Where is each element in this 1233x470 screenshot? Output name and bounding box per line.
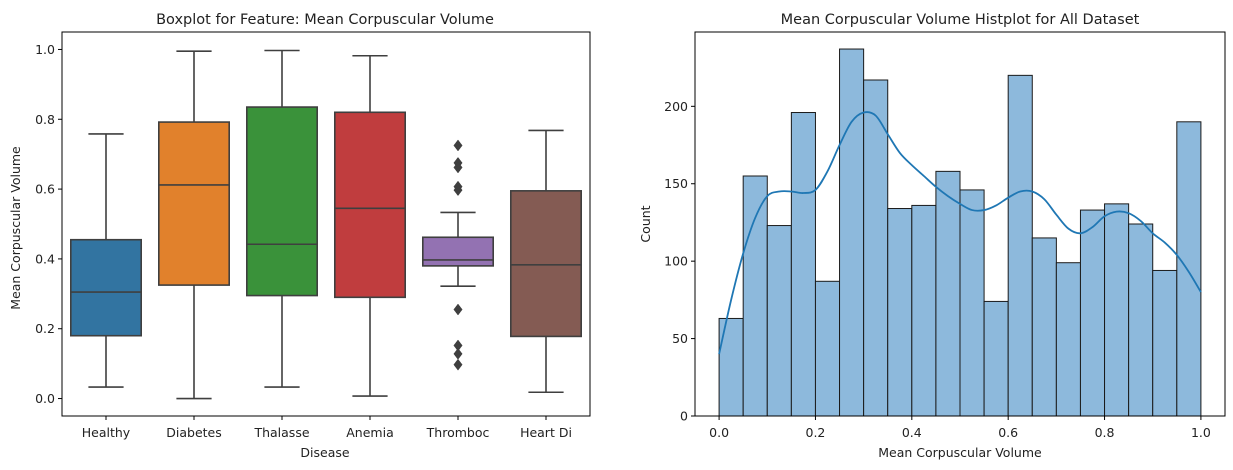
histogram-ytick-label-4: 200	[664, 99, 688, 114]
boxplot-ytick-label-2: 0.4	[35, 251, 55, 266]
boxplot-xtick-label-thalasse: Thalasse	[253, 425, 309, 440]
histogram-xtick-label-5: 1.0	[1191, 425, 1211, 440]
box-outlier-thromboc-7	[453, 347, 463, 360]
boxplot-xtick-label-heart-di: Heart Di	[520, 425, 572, 440]
histogram-ylabel-group: Count	[638, 205, 653, 242]
box-outlier-thromboc-8	[453, 358, 463, 371]
histogram-bar-3	[790, 112, 816, 417]
histogram-kde-line	[718, 111, 1202, 355]
histogram-bar-8	[911, 204, 937, 417]
boxplot-frame	[61, 31, 591, 417]
histogram-ytick-label-3: 150	[664, 176, 688, 191]
histogram-bar-7	[887, 208, 913, 417]
histogram-xtick-label-4: 0.8	[1095, 425, 1115, 440]
histogram-bar-17	[1128, 223, 1154, 417]
histogram-ytick-label-1: 50	[672, 331, 688, 346]
histogram-bar-19	[1176, 121, 1202, 417]
boxplot-xtick-label-diabetes: Diabetes	[166, 425, 222, 440]
boxplot-xtick-label-thromboc: Thromboc	[426, 425, 490, 440]
histogram-bar-5	[839, 48, 865, 417]
box-thromboc	[421, 236, 494, 267]
histogram-xtick-label-3: 0.6	[998, 425, 1018, 440]
box-anemia	[333, 111, 406, 299]
boxplot-ytick-label-5: 1.0	[35, 42, 55, 57]
histogram-bar-6	[863, 79, 889, 417]
histogram-xtick-label-2: 0.4	[902, 425, 922, 440]
boxplot-ytick-label-1: 0.2	[35, 321, 55, 336]
histogram-ytick-label-0: 0	[680, 409, 688, 424]
histogram-ylabel: Count	[638, 205, 653, 242]
histogram-plot-area: 0 50 100 150 200 0.0 0.2 0.4 0.6 0.8 1.0	[664, 48, 1211, 440]
box-outlier-thromboc-4	[453, 184, 463, 197]
boxplot-plot-area: 0.0 0.2 0.4 0.6 0.8 1.0 Healthy Diabetes Thalass…	[35, 42, 582, 440]
histogram-bar-13	[1031, 237, 1057, 417]
boxplot-ytick-label-3: 0.6	[35, 182, 55, 197]
box-outlier-thromboc-5	[453, 303, 463, 316]
histogram-chart: Mean Corpuscular Volume Histplot for All…	[638, 12, 1226, 460]
boxplot-xtick-label-healthy: Healthy	[82, 425, 131, 440]
boxplot-chart: Boxplot for Feature: Mean Corpuscular Vo…	[8, 12, 591, 460]
histogram-bar-1	[742, 175, 768, 417]
histogram-bar-14	[1055, 262, 1081, 417]
histogram-bar-4	[814, 280, 841, 417]
boxplot-ytick-label-0: 0.0	[35, 391, 55, 406]
histogram-xlabel: Mean Corpuscular Volume	[878, 445, 1042, 460]
boxplot-ylabel-group: Mean Corpuscular Volume	[8, 146, 23, 310]
histogram-xtick-label-0: 0.0	[709, 425, 729, 440]
box-diabetes	[158, 121, 231, 286]
box-outlier-thromboc-0	[453, 139, 463, 152]
histogram-ytick-label-2: 100	[664, 254, 688, 269]
box-healthy	[70, 238, 143, 337]
boxplot-ylabel: Mean Corpuscular Volume	[8, 146, 23, 310]
histogram-xtick-label-1: 0.2	[806, 425, 826, 440]
histogram-bar-0	[718, 317, 744, 417]
histogram-frame	[694, 31, 1226, 417]
box-outlier-thromboc-2	[453, 161, 463, 174]
boxplot-xlabel: Disease	[300, 445, 349, 460]
histogram-bar-2	[766, 225, 792, 417]
histogram-bar-9	[935, 170, 961, 417]
histogram-bar-12	[1007, 74, 1033, 417]
histogram-bar-15	[1079, 209, 1106, 417]
boxplot-ytick-label-4: 0.8	[35, 112, 55, 127]
box-heart-di	[509, 190, 582, 338]
histogram-bar-11	[983, 300, 1009, 417]
histogram-bar-18	[1152, 269, 1178, 417]
box-thalasse	[246, 106, 319, 297]
histogram-title: Mean Corpuscular Volume Histplot for All…	[781, 12, 1140, 28]
histogram-bar-16	[1104, 203, 1130, 417]
boxplot-xtick-label-anemia: Anemia	[346, 425, 393, 440]
boxplot-title: Boxplot for Feature: Mean Corpuscular Vo…	[156, 12, 494, 28]
histogram-bar-10	[959, 189, 985, 417]
